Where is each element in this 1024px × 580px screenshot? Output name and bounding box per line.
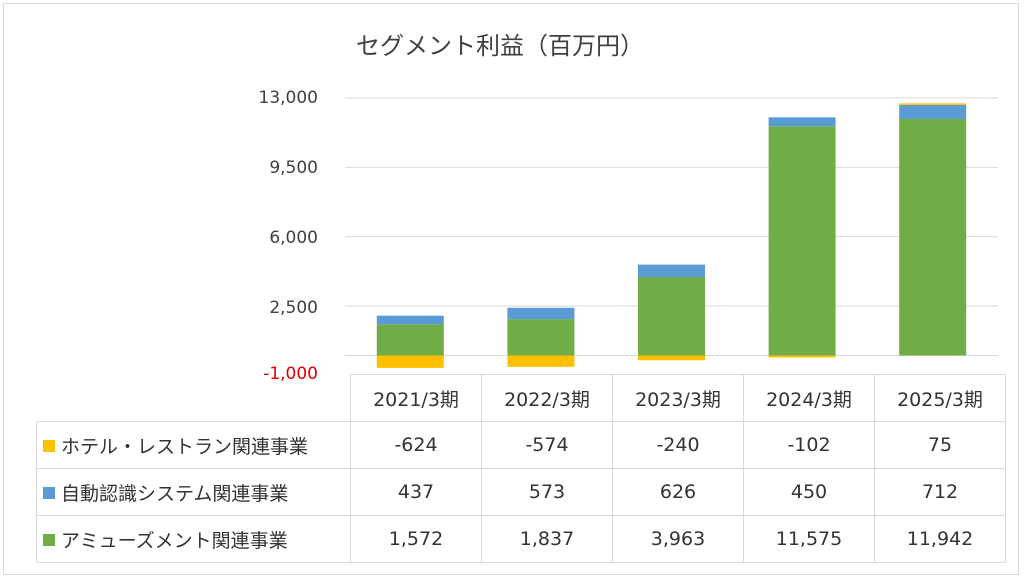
y-tick-label: 13,000 (258, 88, 318, 108)
y-tick-label: 9,500 (269, 158, 318, 178)
legend-entry-amusement: アミューズメント関連事業 (36, 515, 351, 563)
category-label: 2025/3期 (874, 374, 1006, 422)
table-cell: -624 (350, 421, 482, 469)
table-cell: 1,837 (481, 515, 613, 563)
legend-entry-auto-id: 自動認識システム関連事業 (36, 468, 351, 516)
table-cell: 712 (874, 468, 1006, 516)
y-tick-label: 2,500 (269, 298, 318, 318)
legend-key-amusement (43, 533, 55, 546)
bar-segment (899, 104, 967, 119)
chart-title: セグメント利益（百万円） (356, 32, 644, 60)
data-table-row-amusement: アミューズメント関連事業 1,572 1,837 3,963 11,575 11… (36, 515, 1006, 563)
table-cell: 626 (612, 468, 744, 516)
legend-entry-hotel: ホテル・レストラン関連事業 (36, 421, 351, 469)
table-cell: 11,575 (743, 515, 875, 563)
table-cell: 11,942 (874, 515, 1006, 563)
category-label: 2024/3期 (743, 374, 875, 422)
table-cell: 450 (743, 468, 875, 516)
table-cell: 573 (481, 468, 613, 516)
legend-label: ホテル・レストラン関連事業 (61, 435, 309, 458)
bar-segment (638, 264, 705, 278)
bar-segment (899, 118, 967, 356)
table-cell: -102 (743, 421, 875, 469)
data-table-corner (36, 374, 351, 422)
bar-segment (899, 103, 967, 105)
legend-key-hotel (43, 439, 55, 452)
category-label: 2022/3期 (481, 374, 613, 422)
table-cell: 3,963 (612, 515, 744, 563)
bar-segment (768, 117, 836, 127)
bar-segment (768, 126, 836, 356)
bar-segment (376, 315, 444, 325)
bar-segment (768, 355, 836, 358)
bar-segment (507, 319, 575, 356)
data-table-row-auto-id: 自動認識システム関連事業 437 573 626 450 712 (36, 468, 1006, 516)
category-label: 2023/3期 (612, 374, 744, 422)
bar-segment (507, 307, 575, 320)
chart-frame (3, 3, 1019, 575)
bar-segment (507, 355, 575, 367)
legend-key-auto-id (43, 486, 55, 499)
table-cell: 75 (874, 421, 1006, 469)
table-cell: 1,572 (350, 515, 482, 563)
legend-label: 自動認識システム関連事業 (61, 482, 289, 505)
table-cell: -240 (612, 421, 744, 469)
data-table: 2021/3期 2022/3期 2023/3期 2024/3期 2025/3期 … (36, 374, 1006, 563)
y-tick-label: 6,000 (269, 228, 318, 248)
bar-segment (638, 355, 705, 361)
bar-segment (638, 277, 705, 356)
bar-segment (376, 324, 444, 356)
data-table-header-row: 2021/3期 2022/3期 2023/3期 2024/3期 2025/3期 (36, 374, 1006, 422)
table-cell: -574 (481, 421, 613, 469)
table-cell: 437 (350, 468, 482, 516)
legend-label: アミューズメント関連事業 (61, 529, 288, 552)
data-table-row-hotel: ホテル・レストラン関連事業 -624 -574 -240 -102 75 (36, 421, 1006, 469)
bar-segment (376, 355, 444, 368)
category-label: 2021/3期 (350, 374, 482, 422)
